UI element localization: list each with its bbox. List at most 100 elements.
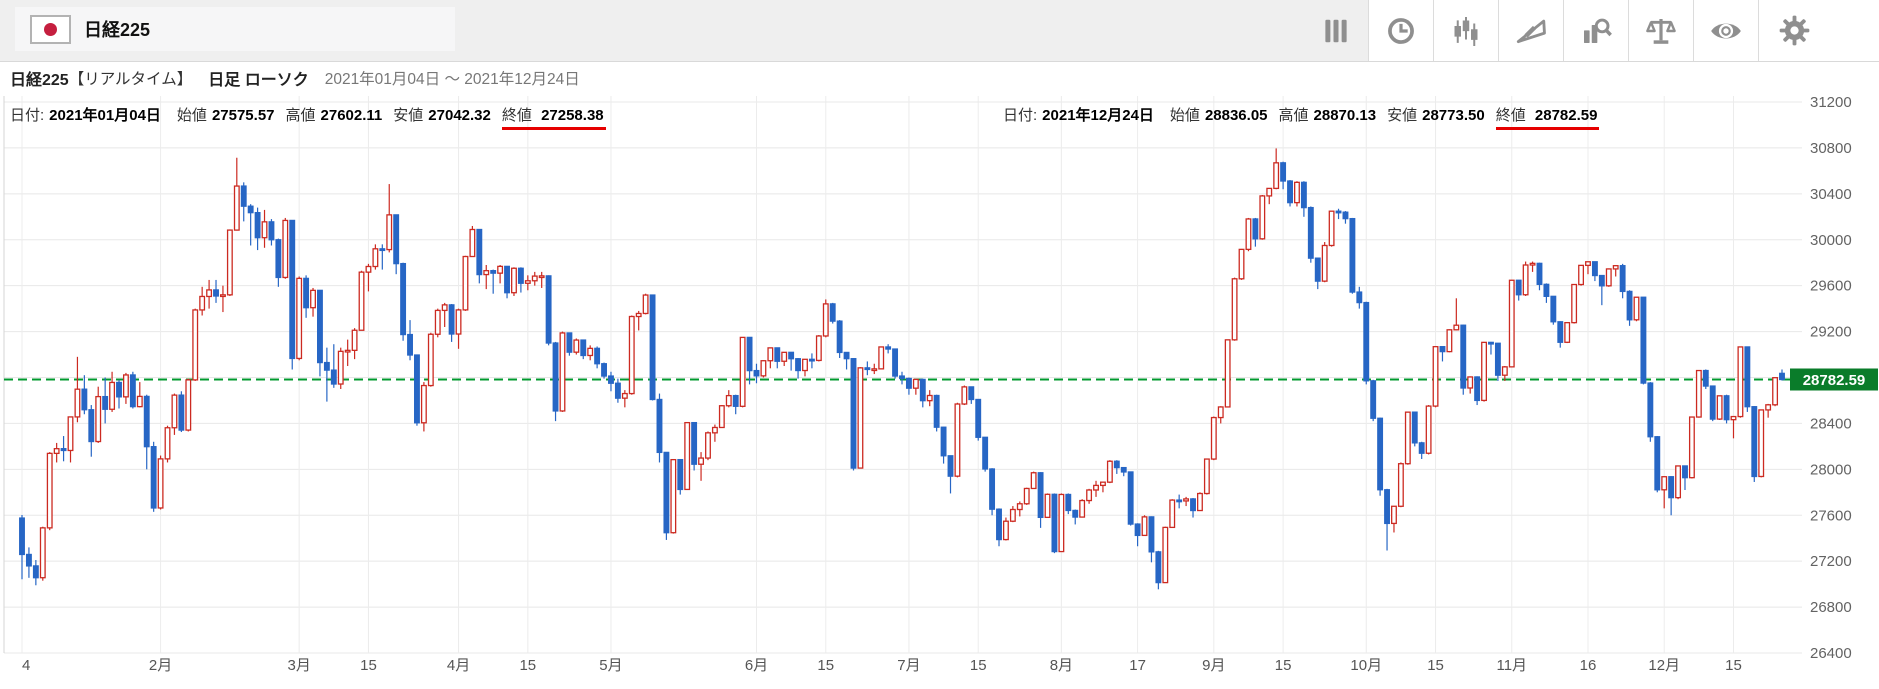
candle-body xyxy=(587,347,594,357)
time-interval-button[interactable] xyxy=(1368,0,1433,61)
close-underlined-group: 終値 27258.38 xyxy=(501,104,606,130)
candle-body xyxy=(1273,162,1280,190)
candle-body xyxy=(1397,463,1404,507)
candle-body xyxy=(878,346,885,370)
x-axis-label: 7月 xyxy=(897,657,920,674)
candle-body xyxy=(601,363,607,377)
columns-button[interactable] xyxy=(1303,0,1368,61)
candle-body xyxy=(996,508,1002,541)
candle-body xyxy=(1335,210,1342,214)
candle-body xyxy=(1432,346,1439,407)
candle-body xyxy=(795,358,802,372)
y-axis-label: 28400 xyxy=(1810,415,1852,432)
close-label: 終値 xyxy=(501,107,532,124)
candle-body xyxy=(1086,489,1093,502)
close-value: 28782.59 xyxy=(1534,107,1598,124)
watchlist-button[interactable] xyxy=(1693,0,1758,61)
candle-body xyxy=(1772,377,1779,406)
candle-body xyxy=(1460,324,1467,389)
y-axis-label: 30000 xyxy=(1810,232,1852,249)
high-value: 27602.11 xyxy=(320,107,383,124)
candle-body xyxy=(476,228,483,276)
instrument-selector[interactable]: 日経225 xyxy=(15,7,455,51)
candle-body xyxy=(1363,301,1370,382)
candle-body xyxy=(254,211,261,239)
candle-body xyxy=(1467,376,1474,389)
candle-body xyxy=(677,458,684,491)
candle-body xyxy=(892,348,899,377)
chart-toolbar xyxy=(1303,0,1879,61)
candle-body xyxy=(1134,523,1141,537)
candle-body xyxy=(323,361,330,371)
candle-body xyxy=(968,386,975,401)
candle-body xyxy=(1328,210,1335,247)
candle-body xyxy=(226,229,233,296)
close-underlined-group: 終値 28782.59 xyxy=(1495,104,1600,130)
candle-body xyxy=(143,395,150,448)
high-label: 高値 xyxy=(285,107,316,124)
candle-body xyxy=(808,358,815,362)
candle-body xyxy=(303,277,310,309)
candle-body xyxy=(1023,487,1030,505)
settings-button[interactable] xyxy=(1758,0,1879,61)
candle-body xyxy=(150,446,157,509)
candle-body xyxy=(1294,181,1300,204)
draw-trendline-button[interactable] xyxy=(1498,0,1563,61)
candle-body xyxy=(1425,405,1432,454)
y-axis-label: 29600 xyxy=(1810,278,1852,295)
candle-body xyxy=(1148,516,1155,553)
open-label: 始値 xyxy=(176,107,207,124)
low-value: 27042.32 xyxy=(428,107,491,124)
candle-body xyxy=(656,398,663,454)
candle-body xyxy=(926,394,933,402)
candle-body xyxy=(1633,296,1640,321)
last-price-badge xyxy=(1790,368,1878,391)
candle-body xyxy=(989,468,996,510)
ohlc-info-first: 日付: 2021年01月04日 始値 27575.57 高値 27602.11 … xyxy=(10,104,606,130)
draw-trendline-icon xyxy=(1516,19,1546,43)
candle-body xyxy=(1210,416,1217,460)
date-label: 日付: xyxy=(10,107,45,124)
candle-body xyxy=(531,275,538,282)
x-axis-label: 3月 xyxy=(287,657,310,674)
candle-body xyxy=(940,426,947,457)
indicator-search-button[interactable] xyxy=(1563,0,1628,61)
candle-body xyxy=(538,275,545,279)
candle-body xyxy=(109,381,116,410)
candle-body xyxy=(698,457,705,465)
candle-body xyxy=(1377,417,1384,491)
candle-body xyxy=(1716,395,1723,420)
y-axis-label: 26400 xyxy=(1810,645,1852,662)
candle-body xyxy=(961,386,968,405)
candle-body xyxy=(1280,162,1287,182)
candle-body xyxy=(1605,268,1612,287)
candle-body xyxy=(628,315,635,395)
candle-body xyxy=(559,332,566,412)
ohlc-info-last: 日付: 2021年12月24日 始値 28836.05 高値 28870.13 … xyxy=(1003,104,1600,130)
y-axis-label: 27600 xyxy=(1810,507,1852,524)
candle-body xyxy=(919,378,926,402)
compare-scales-button[interactable] xyxy=(1628,0,1693,61)
x-axis-label: 15 xyxy=(1427,657,1444,674)
candle-body xyxy=(400,262,407,336)
candle-body xyxy=(448,304,455,335)
candle-body xyxy=(289,219,296,360)
instrument-title: 日経225 xyxy=(84,20,151,40)
candle-body xyxy=(975,398,982,438)
open-value: 28836.05 xyxy=(1204,107,1268,124)
candle-body xyxy=(247,205,254,214)
low-label: 安値 xyxy=(1387,107,1418,124)
candle-body xyxy=(1370,380,1377,419)
candle-body xyxy=(1695,369,1702,418)
candle-body xyxy=(462,255,469,311)
candle-body xyxy=(1779,372,1785,381)
chart-type-button[interactable] xyxy=(1433,0,1498,61)
chart-symbol: 日経225 xyxy=(10,72,69,89)
candle-body xyxy=(871,368,878,372)
candle-body xyxy=(268,221,275,241)
open-value: 27575.57 xyxy=(211,107,275,124)
candle-body xyxy=(206,289,213,298)
candle-body xyxy=(815,335,822,362)
